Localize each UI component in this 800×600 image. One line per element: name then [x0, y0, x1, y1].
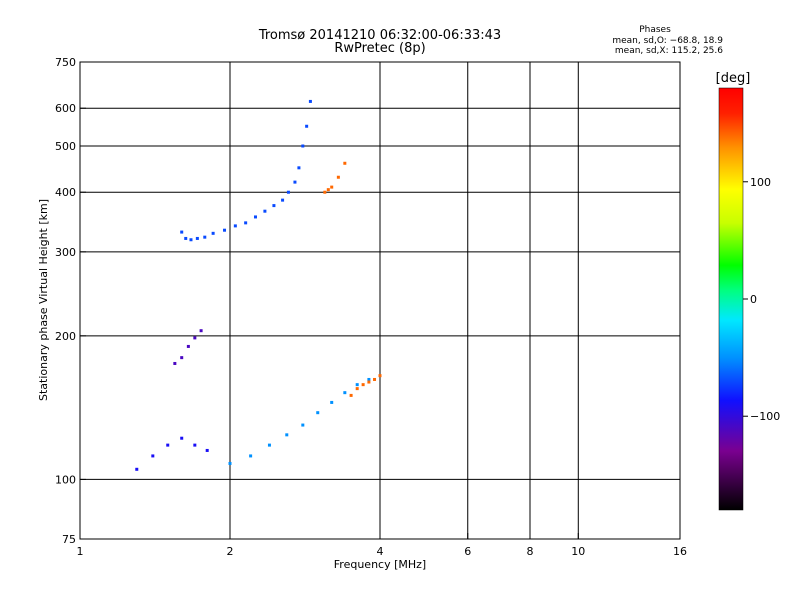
x-axis-label: Frequency [MHz]	[334, 558, 426, 571]
x-tick-label: 4	[377, 545, 384, 558]
trace-1-point	[343, 391, 347, 395]
trace-1-point	[330, 400, 334, 404]
trace-3-point	[355, 387, 359, 391]
colorbar-tick-label: 100	[750, 176, 771, 189]
chart-title: Tromsø 20141210 06:32:00-06:33:43	[258, 28, 501, 43]
trace-1-point	[355, 383, 359, 387]
trace-0-point	[253, 215, 257, 219]
y-axis-label: Stationary phase Virtual Height [km]	[37, 199, 50, 401]
x-tick-label: 8	[527, 545, 534, 558]
trace-1-point	[367, 377, 371, 381]
trace-4-point	[186, 344, 190, 348]
trace-0-point	[184, 236, 188, 240]
trace-0-point	[297, 166, 301, 170]
trace-1-point	[301, 423, 305, 427]
y-tick-label: 500	[55, 140, 76, 153]
data-points	[135, 99, 382, 471]
trace-5-point	[193, 443, 197, 447]
trace-0-point	[293, 180, 297, 184]
trace-3-point	[378, 374, 382, 378]
colorbar-ticks: 100 0 −100	[743, 176, 780, 423]
x-tick-label: 10	[571, 545, 585, 558]
y-tick-label: 750	[55, 56, 76, 69]
trace-2-point	[336, 175, 340, 179]
trace-5-point	[180, 436, 184, 440]
trace-0-point	[272, 204, 276, 208]
colorbar-label: [deg]	[716, 71, 751, 86]
y-axis-ticks: 75 100 200 300 400 500 600 750	[55, 56, 86, 546]
trace-4-point	[173, 361, 177, 365]
trace-2-point	[326, 188, 330, 192]
trace-2-point	[343, 161, 347, 165]
trace-0-point	[308, 99, 312, 103]
trace-0-point	[301, 144, 305, 148]
grid-lines	[80, 62, 680, 539]
trace-0-point	[189, 238, 193, 242]
trace-2-point	[330, 185, 334, 189]
x-tick-label: 2	[227, 545, 234, 558]
trace-0-point	[223, 228, 227, 232]
trace-1-point	[249, 454, 253, 458]
stats-heading: Phases	[639, 25, 671, 35]
colorbar	[718, 87, 744, 511]
trace-4-point	[193, 336, 197, 340]
stats-x-mode: mean, sd,X: 115.2, 25.6	[615, 46, 723, 56]
trace-0-point	[263, 209, 267, 213]
colorbar-tick-label: −100	[750, 410, 780, 423]
trace-0-point	[281, 198, 285, 202]
trace-0-point	[305, 124, 309, 128]
x-tick-label: 6	[464, 545, 471, 558]
trace-2-point	[323, 190, 327, 194]
trace-3-point	[361, 383, 365, 387]
trace-0-point	[203, 235, 207, 239]
trace-4-point	[199, 329, 203, 333]
trace-5-point	[135, 467, 139, 471]
y-tick-label: 75	[62, 533, 76, 546]
trace-0-point	[244, 221, 248, 225]
y-tick-label: 600	[55, 102, 76, 115]
y-tick-label: 400	[55, 186, 76, 199]
trace-5-point	[151, 454, 155, 458]
trace-1-point	[267, 443, 271, 447]
trace-1-point	[316, 411, 320, 415]
trace-5-point	[205, 448, 209, 452]
trace-1-point	[228, 461, 232, 465]
x-axis-ticks: 1 2 4 6 8 10 16	[77, 533, 687, 558]
trace-1-point	[285, 433, 289, 437]
trace-3-point	[373, 377, 377, 381]
x-tick-label: 1	[77, 545, 84, 558]
y-tick-label: 200	[55, 330, 76, 343]
chart-subtitle: RwPretec (8p)	[334, 41, 425, 56]
x-tick-label: 16	[673, 545, 687, 558]
trace-3-point	[349, 393, 353, 397]
trace-0-point	[233, 224, 237, 228]
stats-o-mode: mean, sd,O: −68.8, 18.9	[612, 36, 723, 46]
trace-0-point	[180, 230, 184, 234]
trace-4-point	[180, 356, 184, 360]
y-tick-label: 100	[55, 473, 76, 486]
trace-0-point	[211, 231, 215, 235]
trace-5-point	[166, 443, 170, 447]
trace-0-point	[286, 190, 290, 194]
y-tick-label: 300	[55, 246, 76, 259]
colorbar-tick-label: 0	[750, 293, 757, 306]
trace-3-point	[367, 380, 371, 384]
trace-0-point	[195, 236, 199, 240]
